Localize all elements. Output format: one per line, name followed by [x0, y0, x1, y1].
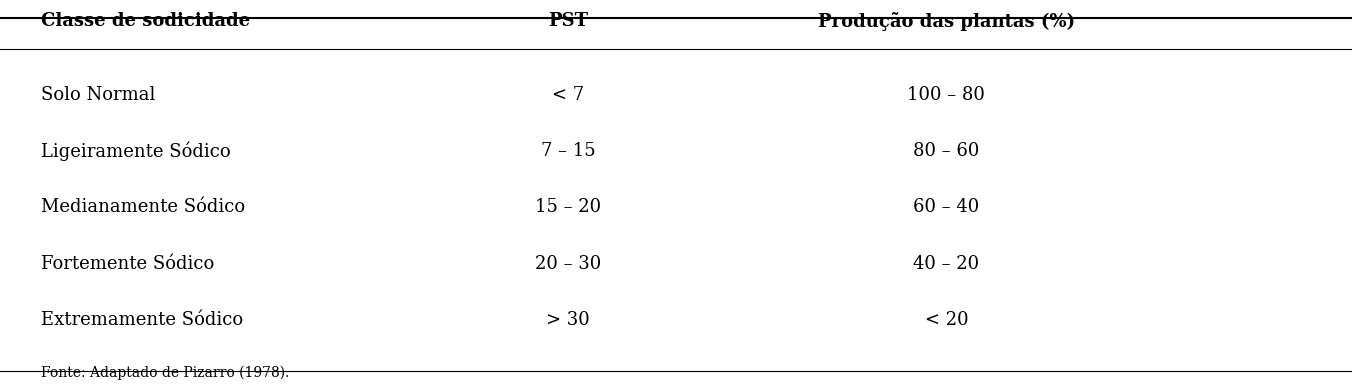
Text: 80 – 60: 80 – 60 [913, 142, 980, 160]
Text: < 20: < 20 [925, 311, 968, 329]
Text: < 7: < 7 [552, 86, 584, 103]
Text: > 30: > 30 [546, 311, 589, 329]
Text: Medianamente Sódico: Medianamente Sódico [41, 198, 245, 216]
Text: Fortemente Sódico: Fortemente Sódico [41, 255, 214, 273]
Text: Solo Normal: Solo Normal [41, 86, 155, 103]
Text: 7 – 15: 7 – 15 [541, 142, 595, 160]
Text: Extremamente Sódico: Extremamente Sódico [41, 311, 243, 329]
Text: 100 – 80: 100 – 80 [907, 86, 986, 103]
Text: 40 – 20: 40 – 20 [914, 255, 979, 273]
Text: Classe de sodicidade: Classe de sodicidade [41, 12, 250, 30]
Text: 60 – 40: 60 – 40 [913, 198, 980, 216]
Text: Ligeiramente Sódico: Ligeiramente Sódico [41, 142, 230, 161]
Text: PST: PST [548, 12, 588, 30]
Text: 15 – 20: 15 – 20 [535, 198, 600, 216]
Text: Fonte: Adaptado de Pizarro (1978).: Fonte: Adaptado de Pizarro (1978). [41, 366, 289, 380]
Text: Produção das plantas (%): Produção das plantas (%) [818, 12, 1075, 31]
Text: 20 – 30: 20 – 30 [534, 255, 602, 273]
